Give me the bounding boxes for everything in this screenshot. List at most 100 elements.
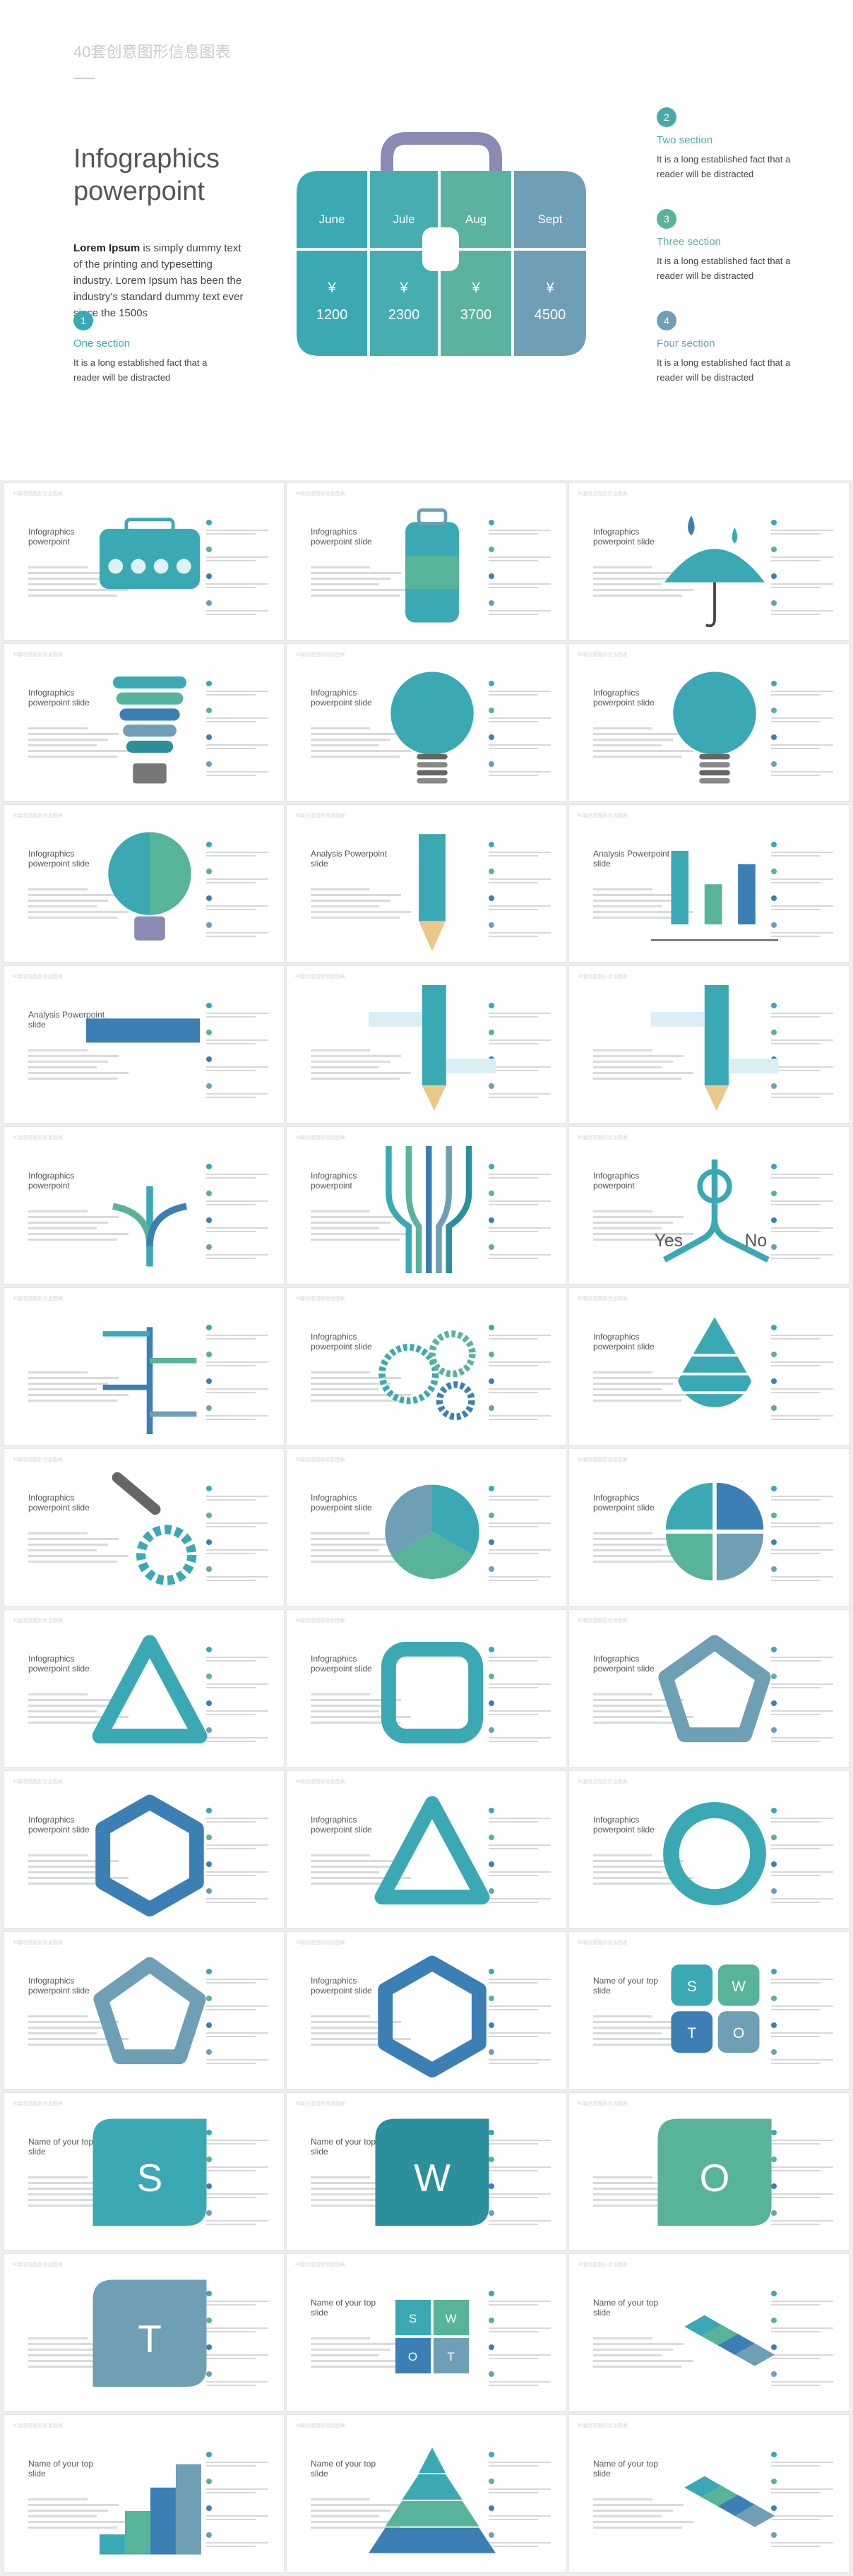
point-dot <box>771 1405 777 1411</box>
slide-thumbnail[interactable]: 40套创意图形信息图表 Infographics powerpoint slide <box>4 805 284 962</box>
slide-thumbnail[interactable]: 40套创意图形信息图表 Infographics powerpoint slide <box>287 1771 566 1928</box>
banner <box>446 1059 496 1074</box>
point-dot <box>771 1727 777 1733</box>
swot-letter: T <box>687 2025 696 2041</box>
slide-subtitle: 40套创意图形信息图表 <box>295 1779 345 1784</box>
slide-thumbnail[interactable]: 40套创意图形信息图表 Infographics powerpoint slide <box>287 1932 566 2089</box>
slide-point <box>206 1674 271 1700</box>
slide-subtitle: 40套创意图形信息图表 <box>578 491 628 496</box>
point-dot <box>206 2505 212 2511</box>
step-number: 4 <box>657 311 676 330</box>
spiral-coil <box>112 676 187 688</box>
slide-thumbnail[interactable]: 40套创意图形信息图表 Infographics powerpoint slide <box>569 1449 849 1606</box>
slide-thumbnail[interactable]: 40套创意图形信息图表 <box>287 966 566 1123</box>
slide-subtitle: 40套创意图形信息图表 <box>295 813 345 818</box>
umbrella-shaft <box>705 582 716 628</box>
slide-points <box>206 2452 271 2559</box>
slide-point <box>206 1513 271 1539</box>
slide-thumbnail[interactable]: 40套创意图形信息图表 Infographics powerpoint slide <box>4 1932 284 2089</box>
swot-letter: W <box>732 1979 746 1995</box>
slide-title: Infographics powerpoint slide <box>28 688 90 708</box>
slide-thumbnail[interactable]: 40套创意图形信息图表 Name of your top slide <box>4 2415 284 2572</box>
slide-thumbnail[interactable]: 40套创意图形信息图表 Name of your top slide <box>287 2415 566 2572</box>
point-dot <box>206 1405 212 1411</box>
slide-thumbnail[interactable]: 40套创意图形信息图表 Infographics powerpoint slide <box>4 1771 284 1928</box>
pie-quadrant <box>665 1482 713 1530</box>
slide-thumbnail[interactable]: 40套创意图形信息图表 Infographics powerpoint slide <box>569 1610 849 1767</box>
point-dot <box>489 2505 494 2511</box>
point-dot <box>489 2022 494 2028</box>
slide-thumbnail[interactable]: 40套创意图形信息图表 Infographics powerpoint slide <box>287 1610 566 1767</box>
slide-thumbnail[interactable]: 40套创意图形信息图表 Infographics powerpoint slide <box>4 1610 284 1767</box>
slide-thumbnail[interactable]: 40套创意图形信息图表 T <box>4 2254 284 2411</box>
slide-point <box>771 1030 836 1056</box>
slide-point <box>206 1003 271 1030</box>
slide-points <box>489 2452 554 2559</box>
slide-thumbnail[interactable]: 40套创意图形信息图表 Name of your top slide S W T O <box>569 1932 849 2089</box>
slide-point <box>771 1888 836 1915</box>
slide-thumbnail[interactable]: 40套创意图形信息图表 Name of your top slide S W O T <box>287 2254 566 2411</box>
swot-letter: O <box>408 2350 417 2363</box>
letter-glyph: S <box>137 2156 163 2200</box>
slide-point <box>489 1566 554 1593</box>
slide-thumbnail[interactable]: 40套创意图形信息图表 <box>569 966 849 1123</box>
point-dot <box>206 573 212 579</box>
point-dot <box>206 1083 212 1089</box>
point-dot <box>771 1003 777 1008</box>
slide-thumbnail[interactable]: 40套创意图形信息图表 Analysis Powerpoint slide <box>287 805 566 962</box>
slide-thumbnail[interactable]: 40套创意图形信息图表 Infographics powerpoint slide <box>569 1288 849 1445</box>
point-dot <box>206 1056 212 1062</box>
slide-body-text <box>593 1532 693 1566</box>
yes-no-figure: Yes No <box>655 1159 770 1263</box>
slide-thumbnail[interactable]: 40套创意图形信息图表 Infographics powerpoint <box>4 483 284 640</box>
point-dot <box>771 1378 777 1384</box>
slide-thumbnail[interactable]: 40套创意图形信息图表 Infographics powerpoint slide <box>287 483 566 640</box>
slide-thumbnail[interactable]: 40套创意图形信息图表 Infographics powerpoint slide <box>287 644 566 801</box>
slide-thumbnail[interactable]: 40套创意图形信息图表 Infographics powerpoint slide <box>287 1288 566 1445</box>
slide-point <box>489 1647 554 1674</box>
point-dot <box>489 1727 494 1733</box>
bulb-spiral-figure <box>112 676 187 784</box>
point-dot <box>489 1861 494 1867</box>
slide-thumbnail[interactable]: 40套创意图形信息图表 Infographics powerpoint slide <box>4 1449 284 1606</box>
slide-thumbnail[interactable]: 40套创意图形信息图表 Analysis Powerpoint slide <box>4 966 284 1123</box>
slide-thumbnail[interactable]: 40套创意图形信息图表 Infographics powerpoint <box>4 1127 284 1284</box>
slide-body-text <box>593 1693 693 1727</box>
slide-body-text <box>593 1371 693 1405</box>
slide-thumbnail[interactable]: 40套创意图形信息图表 Infographics powerpoint slide <box>569 483 849 640</box>
slide-point <box>206 1191 271 1217</box>
briefcase-handle <box>381 132 502 182</box>
slide-thumbnail[interactable]: 40套创意图形信息图表 Infographics powerpoint Yes No <box>569 1127 849 1284</box>
iso-cube <box>734 2504 775 2527</box>
slide-thumbnail[interactable]: 40套创意图形信息图表 Infographics powerpoint slide <box>4 644 284 801</box>
slide-thumbnail[interactable]: 40套创意图形信息图表 Infographics powerpoint slide <box>569 644 849 801</box>
slide-thumbnail[interactable]: 40套创意图形信息图表 Name of your top slide S <box>4 2093 284 2250</box>
slide-point <box>206 573 271 600</box>
slide-point <box>206 2479 271 2505</box>
slide-point <box>489 869 554 895</box>
slide-point <box>489 2318 554 2344</box>
slide-thumbnail[interactable]: 40套创意图形信息图表 Infographics powerpoint <box>287 1127 566 1284</box>
slide-points <box>206 1647 271 1754</box>
slide-thumbnail[interactable]: 40套创意图形信息图表 Name of your top slide <box>569 2415 849 2572</box>
hexagon-ring-figure <box>378 1955 487 2078</box>
slide-point <box>206 1378 271 1405</box>
slide-thumbnail[interactable]: 40套创意图形信息图表 Name of your top slide <box>569 2254 849 2411</box>
point-dot <box>206 1727 212 1733</box>
point-dot <box>771 708 777 713</box>
point-dot <box>206 2183 212 2189</box>
slide-thumbnail[interactable]: 40套创意图形信息图表 O <box>569 2093 849 2250</box>
slide-thumbnail[interactable]: 40套创意图形信息图表 Name of your top slide W <box>287 2093 566 2250</box>
slide-thumbnail[interactable]: 40套创意图形信息图表 Infographics powerpoint slide <box>569 1771 849 1928</box>
slide-title: Name of your top slide <box>593 2459 659 2479</box>
pie-quadrant <box>716 1482 764 1530</box>
bag-tile-1 <box>297 171 367 248</box>
slide-point <box>771 1861 836 1888</box>
briefcase-figure <box>99 518 201 590</box>
point-dot <box>489 681 494 686</box>
slide-title: Infographics powerpoint <box>593 1171 640 1191</box>
pyramid-layer <box>402 2474 463 2500</box>
slide-thumbnail[interactable]: 40套创意图形信息图表 Infographics powerpoint slide <box>287 1449 566 1606</box>
slide-thumbnail[interactable]: 40套创意图形信息图表 <box>4 1288 284 1445</box>
slide-thumbnail[interactable]: 40套创意图形信息图表 Analysis Powerpoint slide <box>569 805 849 962</box>
